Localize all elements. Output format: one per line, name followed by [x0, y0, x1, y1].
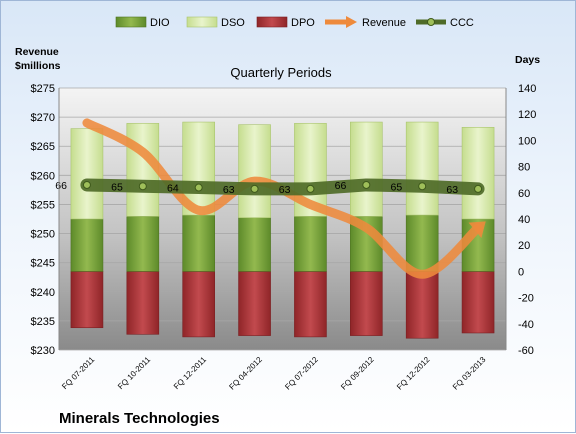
legend-swatch-revenue-head: [346, 16, 357, 28]
left-tick-label: $230: [31, 345, 55, 357]
right-tick-label: 140: [518, 83, 536, 95]
ccc-data-label: 63: [223, 184, 235, 196]
legend-label-dso: DSO: [221, 17, 245, 29]
dpo-bar: [405, 271, 439, 339]
x-tick-label: FQ 12-2011: [172, 355, 209, 392]
left-axis-label-line2: $millions: [15, 60, 61, 72]
legend-swatch-dso: [186, 16, 218, 28]
right-tick-label: 120: [518, 109, 536, 121]
ccc-data-label: 65: [391, 181, 403, 193]
ccc-series: 66 65 64 63 63 66 65 63: [55, 178, 485, 196]
ccc-point: [474, 184, 483, 193]
dio-bar: [238, 217, 271, 272]
legend-label-dio: DIO: [150, 17, 170, 29]
dpo-bar: [238, 271, 271, 336]
dio-bar: [182, 214, 215, 272]
left-axis-label-line1: Revenue: [15, 46, 59, 58]
ccc-line: [80, 178, 485, 196]
x-tick-label: FQ 07-2011: [60, 355, 97, 392]
ccc-point: [82, 180, 91, 189]
ccc-point: [138, 182, 147, 191]
right-tick-label: -60: [518, 345, 534, 357]
dio-bar: [294, 216, 327, 272]
left-tick-label: $275: [31, 83, 55, 95]
legend-label-ccc: CCC: [450, 17, 474, 29]
right-tick-label: 80: [518, 162, 530, 174]
dio-bar: [405, 214, 439, 272]
left-tick-label: $245: [31, 258, 55, 270]
ccc-data-label: 66: [55, 180, 67, 192]
dso-bar: [70, 128, 104, 220]
legend-swatch-ccc-point: [427, 18, 435, 26]
legend-label-revenue: Revenue: [362, 17, 406, 29]
ccc-point: [306, 184, 315, 193]
right-axis-label: Days: [515, 54, 540, 66]
left-tick-label: $270: [31, 112, 55, 124]
ccc-data-label: 64: [167, 183, 179, 195]
right-tick-label: 20: [518, 240, 530, 252]
dpo-bar: [461, 271, 495, 334]
left-tick-label: $255: [31, 199, 55, 211]
ccc-point: [362, 180, 371, 189]
dso-bar: [350, 121, 383, 217]
ccc-data-label: 65: [111, 181, 123, 193]
dpo-bar: [294, 271, 327, 338]
company-name: Minerals Technologies: [59, 410, 220, 427]
dpo-bar: [126, 271, 160, 335]
left-tick-label: $240: [31, 287, 55, 299]
left-tick-label: $265: [31, 141, 55, 153]
dso-bar: [461, 127, 495, 220]
ccc-data-label: 63: [279, 184, 291, 196]
x-tick-label: FQ 07-2012: [283, 355, 320, 392]
legend-swatch-dio: [115, 16, 147, 28]
ccc-point: [194, 183, 203, 192]
left-tick-label: $260: [31, 170, 55, 182]
right-tick-label: 0: [518, 266, 524, 278]
right-tick-label: 40: [518, 214, 530, 226]
right-tick-label: 100: [518, 135, 536, 147]
dpo-bar: [70, 271, 104, 329]
x-tick-label: FQ 12-2012: [395, 355, 432, 392]
chart-title: Quarterly Periods: [230, 65, 332, 80]
ccc-point: [418, 182, 427, 191]
plot-area: [59, 88, 506, 350]
dpo-bar: [182, 271, 215, 338]
dso-bar: [405, 121, 439, 216]
legend: DIO DSO DPO Revenue CCC: [115, 16, 474, 29]
bars: [70, 121, 495, 339]
right-tick-label: -20: [518, 293, 534, 305]
dpo-bar: [350, 271, 383, 336]
x-tick-label: FQ 10-2011: [116, 355, 153, 392]
dso-bar: [238, 124, 271, 218]
revenue-arrowhead: [468, 221, 486, 238]
ccc-point: [250, 184, 259, 193]
ccc-data-label: 63: [446, 184, 458, 196]
left-tick-label: $235: [31, 316, 55, 328]
ccc-data-label: 66: [335, 180, 347, 192]
left-tick-label: $250: [31, 229, 55, 241]
legend-label-dpo: DPO: [291, 17, 315, 29]
x-tick-label: FQ 04-2012: [227, 355, 264, 392]
dio-bar: [126, 216, 160, 272]
legend-swatch-dpo: [256, 16, 288, 28]
dso-bar: [126, 123, 160, 217]
x-tick-label: FQ 03-2013: [451, 355, 488, 392]
right-tick-label: -40: [518, 319, 534, 331]
dio-bar: [70, 218, 104, 272]
x-tick-label: FQ 09-2012: [339, 355, 376, 392]
right-tick-label: 60: [518, 188, 530, 200]
